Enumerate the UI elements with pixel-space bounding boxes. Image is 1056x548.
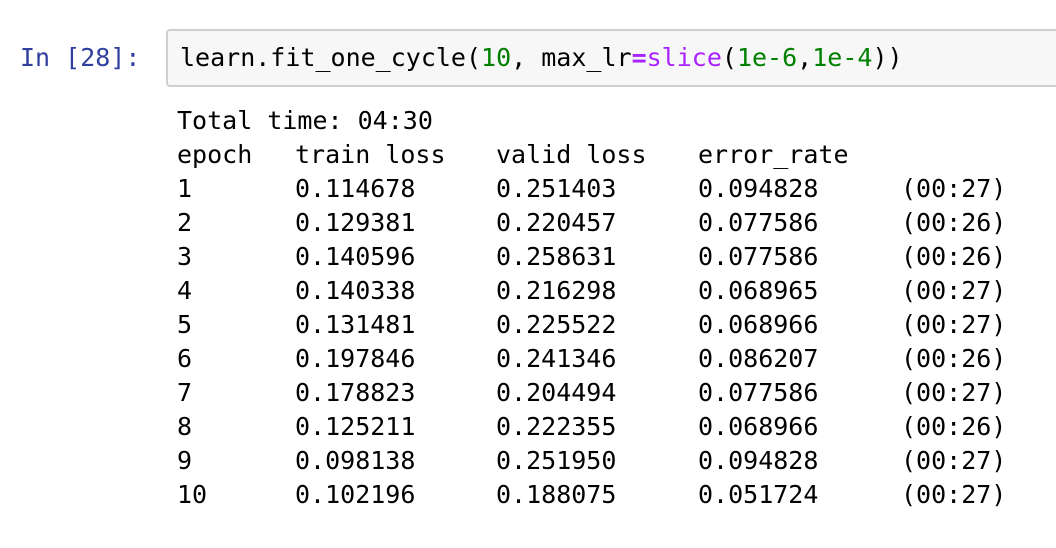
code-equals-operator: = [631, 43, 647, 72]
header-epoch: epoch [177, 140, 253, 169]
code-paren-close: )) [872, 43, 903, 72]
cell-valid-loss: 0.220457 [496, 208, 617, 237]
cell-train-loss: 0.129381 [295, 208, 416, 237]
cell-valid-loss: 0.222355 [496, 412, 617, 441]
code-number-max-lr: 1e-4 [812, 43, 873, 72]
cell-epoch: 4 [177, 276, 193, 305]
cell-time: (00:26) [901, 344, 1007, 373]
cell-epoch: 9 [177, 446, 193, 475]
cell-train-loss: 0.178823 [295, 378, 416, 407]
cell-train-loss: 0.131481 [295, 310, 416, 339]
cell-valid-loss: 0.225522 [496, 310, 617, 339]
cell-valid-loss: 0.241346 [496, 344, 617, 373]
code-function-call: learn.fit_one_cycle( [180, 43, 482, 72]
cell-error-rate: 0.068965 [698, 276, 819, 305]
table-row: 8 0.125211 0.222355 0.068966 (00:26) [177, 410, 1006, 444]
cell-valid-loss: 0.204494 [496, 378, 617, 407]
cell-epoch: 5 [177, 310, 193, 339]
cell-time: (00:26) [901, 208, 1007, 237]
cell-time: (00:27) [901, 310, 1007, 339]
table-body: 1 0.114678 0.251403 0.094828 (00:27) 2 0.12938… [177, 172, 1006, 512]
code-cell-input[interactable]: learn.fit_one_cycle(10, max_lr=slice(1e-… [166, 29, 1056, 87]
table-row: 10 0.102196 0.188075 0.051724 (00:27) [177, 478, 1006, 512]
table-row: 4 0.140338 0.216298 0.068965 (00:27) [177, 274, 1006, 308]
cell-train-loss: 0.102196 [295, 480, 416, 509]
cell-valid-loss: 0.251403 [496, 174, 617, 203]
table-row: 9 0.098138 0.251950 0.094828 (00:27) [177, 444, 1006, 478]
table-row: 6 0.197846 0.241346 0.086207 (00:26) [177, 342, 1006, 376]
code-number-min-lr: 1e-6 [736, 43, 798, 72]
cell-train-loss: 0.140338 [295, 276, 416, 305]
cell-train-loss: 0.125211 [295, 412, 416, 441]
cell-error-rate: 0.094828 [698, 446, 819, 475]
cell-time: (00:27) [901, 378, 1007, 407]
cell-epoch: 1 [177, 174, 193, 203]
table-row: 3 0.140596 0.258631 0.077586 (00:26) [177, 240, 1006, 274]
code-number-epochs: 10 [481, 43, 512, 72]
cell-time: (00:27) [901, 276, 1007, 305]
cell-epoch: 10 [177, 480, 208, 509]
cell-epoch: 6 [177, 344, 193, 373]
code-comma: , [797, 43, 813, 72]
header-train-loss: train loss [295, 140, 446, 169]
table-row: 5 0.131481 0.225522 0.068966 (00:27) [177, 308, 1006, 342]
cell-valid-loss: 0.251950 [496, 446, 617, 475]
table-row: 2 0.129381 0.220457 0.077586 (00:26) [177, 206, 1006, 240]
cell-train-loss: 0.114678 [295, 174, 416, 203]
cell-error-rate: 0.068966 [698, 310, 819, 339]
cell-train-loss: 0.140596 [295, 242, 416, 271]
cell-error-rate: 0.077586 [698, 208, 819, 237]
table-row: 7 0.178823 0.204494 0.077586 (00:27) [177, 376, 1006, 410]
cell-error-rate: 0.094828 [698, 174, 819, 203]
input-prompt: In [28]: [20, 43, 141, 72]
cell-valid-loss: 0.188075 [496, 480, 617, 509]
cell-epoch: 3 [177, 242, 193, 271]
cell-valid-loss: 0.258631 [496, 242, 617, 271]
cell-time: (00:27) [901, 174, 1007, 203]
code-paren-open: ( [721, 43, 737, 72]
cell-error-rate: 0.068966 [698, 412, 819, 441]
total-time-line: Total time: 04:30 [177, 106, 433, 135]
code-kwarg-name: , max_lr [511, 43, 632, 72]
cell-time: (00:27) [901, 446, 1007, 475]
table-row: 1 0.114678 0.251403 0.094828 (00:27) [177, 172, 1006, 206]
cell-output: Total time: 04:30 epoch train loss valid… [177, 104, 1006, 512]
header-error-rate: error_rate [698, 140, 849, 169]
cell-time: (00:26) [901, 242, 1007, 271]
cell-train-loss: 0.098138 [295, 446, 416, 475]
cell-time: (00:26) [901, 412, 1007, 441]
cell-epoch: 2 [177, 208, 193, 237]
table-header: epoch train loss valid loss error_rate [177, 138, 849, 172]
code-line: learn.fit_one_cycle(10, max_lr=slice(1e-… [180, 41, 903, 75]
cell-error-rate: 0.077586 [698, 242, 819, 271]
cell-time: (00:27) [901, 480, 1007, 509]
cell-error-rate: 0.077586 [698, 378, 819, 407]
cell-error-rate: 0.086207 [698, 344, 819, 373]
cell-train-loss: 0.197846 [295, 344, 416, 373]
code-builtin-slice: slice [646, 43, 722, 72]
cell-epoch: 7 [177, 378, 193, 407]
cell-epoch: 8 [177, 412, 193, 441]
header-valid-loss: valid loss [496, 140, 647, 169]
cell-error-rate: 0.051724 [698, 480, 819, 509]
cell-valid-loss: 0.216298 [496, 276, 617, 305]
